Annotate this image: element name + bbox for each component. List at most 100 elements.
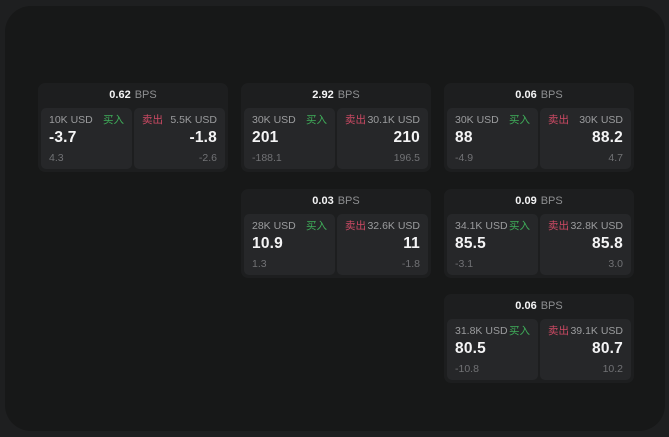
bps-unit-label: BPS bbox=[134, 89, 157, 101]
bps-header: 0.06 BPS bbox=[444, 83, 634, 108]
buy-size-label: 31.8K USD bbox=[455, 325, 508, 337]
buy-tile[interactable]: 34.1K USD 买入 85.5 -3.1 bbox=[447, 214, 538, 275]
buy-tag: 买入 bbox=[509, 114, 530, 126]
sell-delta: -1.8 bbox=[401, 257, 420, 270]
buy-price: -3.7 bbox=[49, 128, 77, 146]
quote-card: 0.09 BPS 34.1K USD 买入 85.5 -3.1 卖出 32.8K… bbox=[444, 189, 634, 278]
sell-price: -1.8 bbox=[189, 128, 217, 146]
buy-tile[interactable]: 28K USD 买入 10.9 1.3 bbox=[244, 214, 335, 275]
bps-unit-label: BPS bbox=[540, 89, 563, 101]
buy-size-label: 10K USD bbox=[49, 114, 93, 126]
bps-unit-label: BPS bbox=[337, 195, 360, 207]
buy-size-label: 34.1K USD bbox=[455, 220, 508, 232]
buy-price: 201 bbox=[252, 128, 279, 146]
sell-tile[interactable]: 卖出 5.5K USD -1.8 -2.6 bbox=[134, 108, 225, 169]
sell-price: 210 bbox=[393, 128, 420, 146]
sell-tile-header: 卖出 32.8K USD bbox=[548, 221, 623, 232]
sell-size-label: 32.8K USD bbox=[570, 220, 623, 232]
sell-size-label: 30.1K USD bbox=[367, 114, 420, 126]
quote-card: 0.62 BPS 10K USD 买入 -3.7 4.3 卖出 5.5K USD… bbox=[38, 83, 228, 172]
bps-header: 0.03 BPS bbox=[241, 189, 431, 214]
quote-tiles: 30K USD 买入 201 -188.1 卖出 30.1K USD 210 1… bbox=[241, 108, 431, 169]
sell-delta: 196.5 bbox=[393, 151, 420, 164]
buy-size-label: 28K USD bbox=[252, 220, 296, 232]
sell-tile[interactable]: 卖出 32.6K USD 11 -1.8 bbox=[337, 214, 428, 275]
buy-delta: -3.1 bbox=[455, 257, 474, 270]
buy-tile[interactable]: 31.8K USD 买入 80.5 -10.8 bbox=[447, 319, 538, 380]
buy-price: 10.9 bbox=[252, 234, 283, 252]
sell-tile-header: 卖出 30K USD bbox=[548, 115, 623, 126]
buy-tile[interactable]: 10K USD 买入 -3.7 4.3 bbox=[41, 108, 132, 169]
sell-tag: 卖出 bbox=[142, 114, 163, 126]
bps-value: 0.06 bbox=[515, 89, 537, 101]
sell-tag: 卖出 bbox=[548, 325, 569, 337]
buy-delta: -10.8 bbox=[455, 362, 479, 375]
quote-card: 0.03 BPS 28K USD 买入 10.9 1.3 卖出 32.6K US… bbox=[241, 189, 431, 278]
bps-value: 2.92 bbox=[312, 89, 334, 101]
bps-header: 0.09 BPS bbox=[444, 189, 634, 214]
sell-size-label: 5.5K USD bbox=[170, 114, 217, 126]
sell-tag: 卖出 bbox=[548, 114, 569, 126]
sell-price: 80.7 bbox=[592, 339, 623, 357]
buy-tag: 买入 bbox=[306, 114, 327, 126]
sell-tile-header: 卖出 32.6K USD bbox=[345, 221, 420, 232]
sell-tag: 卖出 bbox=[345, 114, 366, 126]
bps-header: 2.92 BPS bbox=[241, 83, 431, 108]
sell-price: 85.8 bbox=[592, 234, 623, 252]
sell-delta: -2.6 bbox=[198, 151, 217, 164]
buy-tag: 买入 bbox=[306, 220, 327, 232]
buy-delta: 4.3 bbox=[49, 151, 64, 164]
buy-size-label: 30K USD bbox=[455, 114, 499, 126]
sell-delta: 4.7 bbox=[608, 151, 623, 164]
bps-value: 0.09 bbox=[515, 195, 537, 207]
bps-unit-label: BPS bbox=[540, 195, 563, 207]
sell-size-label: 30K USD bbox=[579, 114, 623, 126]
buy-tile-header: 30K USD 买入 bbox=[455, 115, 530, 126]
sell-delta: 3.0 bbox=[608, 257, 623, 270]
buy-price: 85.5 bbox=[455, 234, 486, 252]
sell-price: 11 bbox=[403, 234, 420, 252]
buy-tile-header: 34.1K USD 买入 bbox=[455, 221, 530, 232]
buy-tag: 买入 bbox=[509, 325, 530, 337]
buy-tag: 买入 bbox=[509, 220, 530, 232]
sell-tag: 卖出 bbox=[548, 220, 569, 232]
quote-card: 0.06 BPS 30K USD 买入 88 -4.9 卖出 30K USD 8… bbox=[444, 83, 634, 172]
sell-tile-header: 卖出 5.5K USD bbox=[142, 115, 217, 126]
buy-tile-header: 10K USD 买入 bbox=[49, 115, 124, 126]
sell-tag: 卖出 bbox=[345, 220, 366, 232]
quote-card: 0.06 BPS 31.8K USD 买入 80.5 -10.8 卖出 39.1… bbox=[444, 294, 634, 383]
buy-tile-header: 31.8K USD 买入 bbox=[455, 326, 530, 337]
quote-tiles: 31.8K USD 买入 80.5 -10.8 卖出 39.1K USD 80.… bbox=[444, 319, 634, 380]
buy-tile[interactable]: 30K USD 买入 88 -4.9 bbox=[447, 108, 538, 169]
buy-price: 80.5 bbox=[455, 339, 486, 357]
bps-value: 0.03 bbox=[312, 195, 334, 207]
buy-delta: -4.9 bbox=[455, 151, 474, 164]
bps-value: 0.62 bbox=[109, 89, 131, 101]
sell-size-label: 32.6K USD bbox=[367, 220, 420, 232]
buy-tile-header: 28K USD 买入 bbox=[252, 221, 327, 232]
bps-header: 0.62 BPS bbox=[38, 83, 228, 108]
bps-value: 0.06 bbox=[515, 300, 537, 312]
sell-size-label: 39.1K USD bbox=[570, 325, 623, 337]
quote-tiles: 28K USD 买入 10.9 1.3 卖出 32.6K USD 11 -1.8 bbox=[241, 214, 431, 275]
sell-tile[interactable]: 卖出 32.8K USD 85.8 3.0 bbox=[540, 214, 631, 275]
sell-tile[interactable]: 卖出 30.1K USD 210 196.5 bbox=[337, 108, 428, 169]
quote-card: 2.92 BPS 30K USD 买入 201 -188.1 卖出 30.1K … bbox=[241, 83, 431, 172]
sell-tile-header: 卖出 39.1K USD bbox=[548, 326, 623, 337]
buy-tile[interactable]: 30K USD 买入 201 -188.1 bbox=[244, 108, 335, 169]
sell-tile[interactable]: 卖出 39.1K USD 80.7 10.2 bbox=[540, 319, 631, 380]
quote-tiles: 30K USD 买入 88 -4.9 卖出 30K USD 88.2 4.7 bbox=[444, 108, 634, 169]
buy-tile-header: 30K USD 买入 bbox=[252, 115, 327, 126]
quote-tiles: 34.1K USD 买入 85.5 -3.1 卖出 32.8K USD 85.8… bbox=[444, 214, 634, 275]
bps-unit-label: BPS bbox=[540, 300, 563, 312]
buy-size-label: 30K USD bbox=[252, 114, 296, 126]
sell-tile[interactable]: 卖出 30K USD 88.2 4.7 bbox=[540, 108, 631, 169]
sell-price: 88.2 bbox=[592, 128, 623, 146]
bps-unit-label: BPS bbox=[337, 89, 360, 101]
bps-header: 0.06 BPS bbox=[444, 294, 634, 319]
sell-tile-header: 卖出 30.1K USD bbox=[345, 115, 420, 126]
buy-delta: 1.3 bbox=[252, 257, 267, 270]
quote-tiles: 10K USD 买入 -3.7 4.3 卖出 5.5K USD -1.8 -2.… bbox=[38, 108, 228, 169]
buy-delta: -188.1 bbox=[252, 151, 282, 164]
